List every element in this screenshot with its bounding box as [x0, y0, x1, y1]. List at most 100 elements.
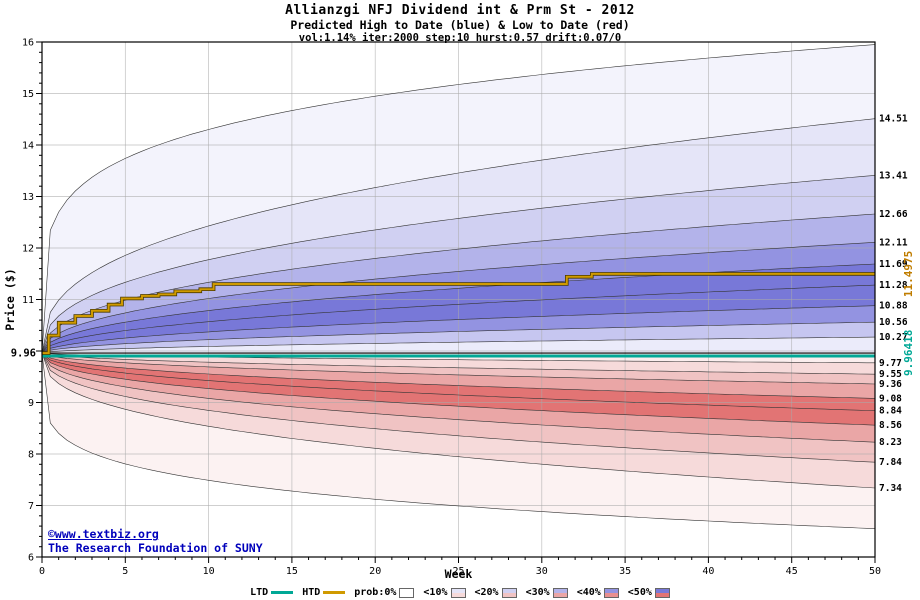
- fan-boundary-line: [41, 352, 876, 426]
- x-tick-label: 5: [122, 566, 128, 577]
- legend-box-swatch: [654, 587, 670, 598]
- chart-subtitle: Predicted High to Date (blue) & Low to D…: [290, 18, 630, 32]
- low-fan-band: [42, 353, 875, 529]
- y-tick-label: 12: [22, 244, 34, 255]
- x-tick-label: 45: [786, 566, 798, 577]
- y-tick-label: 8: [28, 450, 34, 461]
- x-tick-label: 15: [286, 566, 298, 577]
- fan-boundary-line: [41, 175, 876, 354]
- legend-label: HTD: [302, 587, 321, 598]
- watermark-org: The Research Foundation of SUNY: [48, 541, 263, 555]
- band-end-label: 13.41: [879, 170, 908, 181]
- fan-boundary-line: [41, 213, 876, 354]
- legend-item: <10%: [423, 587, 466, 598]
- band-end-label: 7.84: [879, 457, 902, 468]
- high-fan-band: [42, 118, 875, 354]
- legend-box-swatch: [501, 587, 517, 598]
- x-tick-label: 25: [452, 566, 464, 577]
- fan-boundary-line: [41, 336, 876, 354]
- band-end-label: 10.88: [879, 301, 908, 312]
- legend-box-swatch: [450, 587, 466, 598]
- watermark-url[interactable]: ©www.textbiz.org: [48, 527, 159, 541]
- fan-boundary-line: [41, 263, 876, 354]
- x-tick-label: 35: [619, 566, 631, 577]
- x-tick-label: 10: [203, 566, 215, 577]
- legend-item: prob:0%: [354, 587, 415, 598]
- x-axis-title: Week: [445, 567, 473, 581]
- legend-item: HTD: [302, 587, 346, 598]
- fan-boundary-line: [41, 242, 876, 354]
- legend-label: LTD: [250, 587, 269, 598]
- legend-item: <40%: [577, 587, 619, 598]
- y-tick-label: 7: [28, 501, 34, 512]
- band-end-label: 9.77: [879, 358, 902, 369]
- legend-item: LTD: [250, 587, 294, 598]
- legend-label: prob:0%: [354, 587, 397, 598]
- htd-final-value-label: 11.4975: [902, 251, 915, 297]
- y-tick-label: 6: [28, 553, 34, 564]
- chart-params: vol:1.14% iter:2000 step:10 hurst:0.57 d…: [298, 32, 622, 44]
- high-fan-band: [42, 242, 875, 354]
- fan-boundary-line: [41, 284, 876, 354]
- y-axis-title: Price ($): [3, 268, 17, 330]
- y-tick-label: 14: [22, 141, 34, 152]
- legend-item: <30%: [526, 587, 568, 598]
- high-fan-band: [42, 175, 875, 354]
- x-tick-label: 40: [702, 566, 714, 577]
- y-tick-label: 15: [22, 89, 34, 100]
- fan-boundary-line: [41, 118, 876, 354]
- x-tick-label: 50: [869, 566, 881, 577]
- start-price-label: 9.96: [11, 348, 36, 360]
- high-fan-band: [42, 214, 875, 354]
- x-tick-label: 0: [39, 566, 45, 577]
- chart-title: Allianzgi NFJ Dividend int & Prm St - 20…: [285, 3, 635, 18]
- fan-boundary-line: [41, 352, 876, 489]
- band-end-label: 9.08: [879, 393, 902, 404]
- band-end-label: 8.84: [879, 406, 902, 417]
- legend-label: <30%: [525, 587, 550, 598]
- band-end-label: 14.51: [879, 114, 908, 125]
- high-fan-band: [42, 264, 875, 354]
- fan-boundary-line: [41, 352, 876, 399]
- band-end-label: 8.23: [879, 437, 902, 448]
- y-tick-label: 16: [22, 38, 34, 49]
- title-block: Allianzgi NFJ Dividend int & Prm St - 20…: [0, 3, 920, 44]
- fan-boundary-line: [41, 44, 876, 354]
- band-end-label: 10.27: [879, 332, 908, 343]
- fan-boundary-line: [41, 353, 876, 529]
- band-end-label: 12.11: [879, 237, 908, 248]
- low-fan-band: [42, 353, 875, 411]
- band-end-label: 11.69: [879, 259, 908, 270]
- legend-box-swatch: [399, 587, 415, 598]
- legend-line-swatch: [271, 591, 294, 594]
- band-end-label: 12.66: [879, 209, 908, 220]
- legend-line-swatch: [323, 591, 346, 594]
- y-tick-label: 9: [28, 398, 34, 409]
- fan-boundary-line: [41, 352, 876, 463]
- x-tick-label: 20: [369, 566, 381, 577]
- y-tick-label: 13: [22, 192, 34, 203]
- legend-label: <10%: [423, 587, 448, 598]
- legend-item: <50%: [628, 587, 670, 598]
- htd-line: [42, 272, 875, 355]
- fan-boundary-line: [41, 352, 876, 375]
- x-tick-label: 30: [536, 566, 548, 577]
- watermark: ©www.textbiz.org The Research Foundation…: [48, 527, 263, 555]
- legend: LTD HTD prob:0% <10% <20% <30% <40% <50%: [0, 587, 920, 598]
- high-fan-band: [42, 44, 875, 354]
- band-end-label: 9.36: [879, 379, 902, 390]
- low-fan-band: [42, 353, 875, 426]
- ltd-final-value-label: 9.96418: [902, 330, 915, 376]
- fan-boundary-line: [41, 305, 876, 354]
- fan-boundary-line: [41, 321, 876, 354]
- legend-label: <50%: [627, 587, 652, 598]
- legend-label: <40%: [576, 587, 601, 598]
- legend-box-swatch: [603, 587, 619, 598]
- low-fan-band: [42, 353, 875, 463]
- fan-boundary-line: [41, 352, 876, 385]
- legend-label: <20%: [474, 587, 499, 598]
- legend-box-swatch: [552, 587, 568, 598]
- band-end-label: 9.55: [879, 369, 902, 380]
- band-end-label: 11.28: [879, 280, 908, 291]
